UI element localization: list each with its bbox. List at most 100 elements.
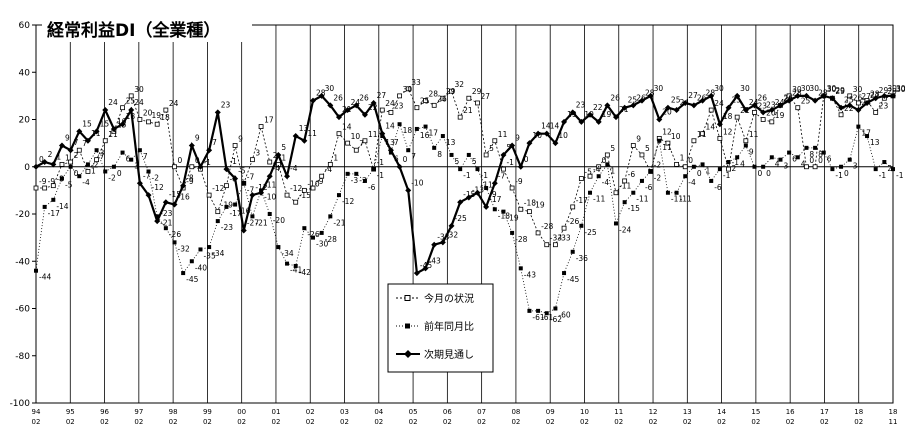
data-label-s0: 20 (766, 109, 776, 118)
data-label-s2: 22 (368, 103, 378, 112)
data-point-yoy (518, 266, 523, 271)
data-point-current (570, 204, 576, 210)
data-point-yoy (484, 186, 489, 191)
x-tick-year-label: 16 (786, 408, 795, 416)
data-label-s1: -41 (290, 266, 302, 275)
data-point-current (509, 185, 515, 191)
data-label-s2: 26 (783, 93, 793, 102)
data-point-yoy (233, 202, 238, 207)
data-label-s1: -61 (541, 313, 553, 322)
data-point-forecast (803, 92, 810, 99)
data-label-s0: 0 (688, 156, 693, 165)
x-tick-month-label: 02 (203, 418, 212, 426)
data-label-s0: 5 (645, 144, 650, 153)
grid (36, 25, 893, 403)
data-label-s0: -9 (39, 177, 47, 186)
data-label-s2: 9 (515, 133, 520, 142)
data-label-s0: 1 (281, 153, 286, 162)
data-label-s0: -9 (316, 177, 324, 186)
data-point-forecast (604, 102, 611, 109)
data-label-s2: 25 (732, 96, 742, 105)
data-label-s2: -8 (186, 174, 194, 183)
data-label-s1: -36 (576, 254, 588, 263)
data-label-s1: 6 (126, 155, 131, 164)
data-point-current (804, 164, 809, 170)
data-point-yoy (579, 223, 584, 228)
data-point-forecast (310, 97, 317, 104)
data-label-s2: 0 (203, 155, 208, 164)
data-label-s2: 28 (645, 89, 655, 98)
data-point-yoy (241, 181, 246, 186)
data-point-yoy (432, 145, 437, 150)
data-point-forecast (742, 107, 749, 114)
data-label-s1: 2 (732, 164, 737, 173)
data-point-forecast (431, 241, 438, 248)
data-label-s2: 21 (619, 105, 629, 114)
data-point-forecast (84, 137, 91, 144)
legend-item-yoy: 前年同月比 (396, 320, 474, 333)
data-point-current (50, 183, 56, 189)
data-point-yoy (172, 240, 177, 245)
data-label-s0: 11 (498, 130, 508, 139)
data-label-s1: 11 (662, 143, 672, 152)
data-point-forecast (387, 147, 394, 154)
data-point-current (232, 143, 238, 148)
title-background (42, 18, 252, 42)
data-label-s0: 12 (662, 127, 672, 136)
data-label-s0: 28 (429, 90, 439, 99)
data-point-forecast (154, 218, 161, 225)
data-point-yoy (510, 230, 515, 235)
data-point-forecast (872, 95, 879, 102)
data-label-s1: -11 (671, 195, 683, 204)
data-label-s1: -16 (238, 207, 250, 216)
data-label-s2: 28 (792, 89, 802, 98)
x-tick-year-label: 96 (100, 408, 109, 416)
data-point-forecast (500, 151, 507, 158)
data-point-yoy (458, 167, 463, 172)
data-point-yoy (570, 249, 575, 254)
data-point-current (691, 138, 697, 144)
data-label-s0: 1 (680, 153, 685, 162)
data-point-forecast (188, 142, 195, 149)
data-label-s1: 1 (706, 166, 711, 175)
data-point-yoy (761, 164, 766, 169)
legend-item-forecast: 次期見通し (396, 348, 474, 361)
data-label-s2: -32 (446, 230, 458, 239)
data-label-s2: 0 (39, 155, 44, 164)
data-point-current (68, 159, 74, 165)
x-tick-year-label: 15 (751, 408, 760, 416)
x-tick-month-label: 02 (134, 418, 143, 426)
data-point-yoy (717, 167, 722, 172)
x-tick-month-label: 02 (614, 418, 623, 426)
data-point-current (838, 112, 844, 118)
data-label-s2: 0 (403, 155, 408, 164)
data-label-s2: 26 (636, 93, 646, 102)
data-label-s2: -1 (229, 157, 237, 166)
data-point-forecast (673, 107, 680, 114)
data-label-s2: 24 (749, 98, 759, 107)
data-point-forecast (240, 227, 247, 234)
data-label-s1: 2 (887, 164, 892, 173)
data-label-s1: 6 (792, 155, 797, 164)
data-point-forecast (760, 109, 767, 116)
data-point-current (475, 100, 480, 106)
data-label-s0: 27 (480, 92, 490, 101)
data-point-current (327, 161, 333, 167)
data-label-s1: -17 (48, 209, 60, 218)
data-point-current (362, 138, 368, 144)
data-point-forecast (318, 92, 325, 99)
data-point-current (544, 242, 550, 248)
x-tick-year-label: 08 (511, 408, 520, 416)
data-point-forecast (664, 104, 671, 111)
x-tick-year-label: 17 (820, 408, 829, 416)
data-point-forecast (266, 173, 273, 180)
data-label-s1: -2 (152, 173, 160, 182)
data-point-yoy (769, 155, 774, 160)
data-label-s2: 14 (541, 122, 551, 131)
legend-item-current: 今月の状況 (396, 292, 474, 305)
data-label-s2: 26 (333, 93, 343, 102)
data-label-s2: 7 (74, 138, 79, 147)
x-tick-year-label: 02 (306, 408, 315, 416)
data-point-forecast (370, 99, 377, 106)
series-line-0 (36, 88, 894, 246)
